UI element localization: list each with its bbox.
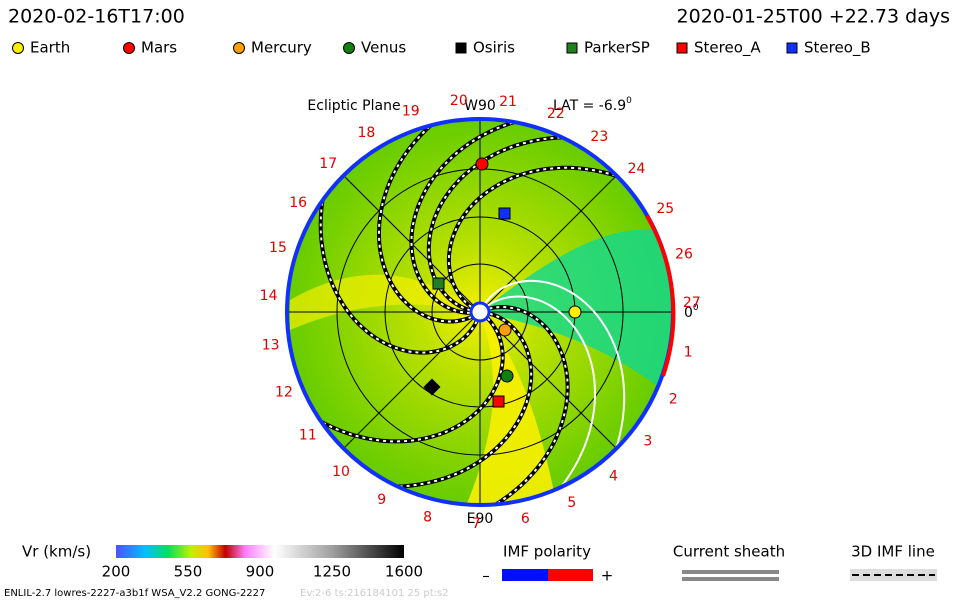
legend-marker <box>12 42 24 54</box>
time: 2020-02-16T17:00 <box>8 6 185 28</box>
longitude-label: 19 <box>402 104 420 120</box>
e90: E90 <box>467 511 494 527</box>
legend-label: Mercury <box>251 39 312 57</box>
legend-marker <box>455 42 467 54</box>
legend-marker <box>233 42 245 54</box>
earth <box>568 305 582 319</box>
zero-text: 0 <box>684 305 693 321</box>
legend-marker <box>676 42 688 54</box>
imf-line-dash <box>410 119 552 314</box>
zero-unit: 0 <box>693 303 699 313</box>
line3d-bg <box>850 569 937 581</box>
longitude-label: 1 <box>684 344 693 360</box>
cbar-tick: 550 <box>174 563 203 581</box>
longitude-label: 22 <box>547 106 565 122</box>
stereo-b <box>498 207 511 220</box>
imf-line-dash <box>359 312 533 488</box>
zero: 00 <box>684 303 699 322</box>
parker <box>432 277 445 290</box>
longitude-label: 15 <box>269 240 287 256</box>
longitude-label: 18 <box>358 125 376 141</box>
imf-neg <box>502 569 548 581</box>
cbar-label: Vr (km/s) <box>22 543 91 561</box>
longitude-label: 20 <box>450 93 468 109</box>
imf-lines <box>288 119 653 505</box>
longitude-label: 14 <box>260 288 278 304</box>
longitude-label: 16 <box>289 195 307 211</box>
w90: W90 <box>464 98 496 114</box>
longitude-label: 6 <box>521 511 530 527</box>
longitude-label: 17 <box>319 156 337 172</box>
plot: Ecliptic Plane W90 LAT = -6.90 E90 00 12… <box>260 93 701 532</box>
longitude-label: 9 <box>377 492 386 508</box>
sheath-b <box>682 577 779 581</box>
sheath-a <box>682 570 779 574</box>
imf-line-dash <box>289 317 504 443</box>
longitude-label: 23 <box>590 129 608 145</box>
cbar-tick: 200 <box>102 563 131 581</box>
sun <box>469 301 491 323</box>
imf-title: IMF polarity <box>503 543 591 561</box>
footer-right: Ev:2-6 ts:216184101 25 pt:s2 <box>300 588 449 599</box>
legend-label: Stereo_B <box>804 39 871 58</box>
longitude-label: 13 <box>262 337 280 353</box>
longitude-label: 4 <box>609 469 618 485</box>
legend-label: ParkerSP <box>584 39 650 57</box>
imf-minus: – <box>482 567 490 585</box>
longitude-label: 26 <box>675 246 693 262</box>
mars <box>475 157 489 171</box>
longitude-label: 2 <box>669 391 678 407</box>
longitude-label: 3 <box>643 434 652 450</box>
longitude-label: 12 <box>275 385 293 401</box>
legend-marker <box>786 42 798 54</box>
longitude-label: 10 <box>332 464 350 480</box>
ring-red <box>645 214 676 377</box>
cbar-tick: 1600 <box>385 563 423 581</box>
legend-marker <box>566 42 578 54</box>
longitude-label: 11 <box>299 428 317 444</box>
run: 2020-01-25T00 +22.73 days <box>677 6 950 28</box>
cbar-tick: 900 <box>246 563 275 581</box>
legend-label: Stereo_A <box>694 39 761 58</box>
sheath-label: Current sheath <box>673 543 785 561</box>
legend-marker <box>123 42 135 54</box>
imf-line-dash <box>378 119 472 323</box>
mercury <box>498 323 512 337</box>
osiris <box>423 378 441 396</box>
colorbar <box>116 545 404 558</box>
cbar-tick: 1250 <box>313 563 351 581</box>
legend-marker <box>343 42 355 54</box>
current-sheath <box>487 295 597 505</box>
stereo-a <box>492 395 505 408</box>
current-sheath <box>484 279 626 485</box>
footer-left: ENLIL-2.7 lowres-2227-a3b1f WSA_V2.2 GON… <box>4 588 265 599</box>
longitude-label: 25 <box>656 201 674 217</box>
longitude-label: 27 <box>683 295 701 311</box>
lat-text: LAT = -6.9 <box>553 98 626 114</box>
imf-line-dash <box>427 136 601 312</box>
legend-label: Earth <box>30 39 70 57</box>
imf-pos <box>548 569 593 581</box>
lat: LAT = -6.90 <box>553 96 632 115</box>
longitude-label: 24 <box>628 161 646 177</box>
legend-label: Venus <box>361 39 406 57</box>
plane: Ecliptic Plane <box>307 98 400 114</box>
imf-line-dash <box>461 305 569 505</box>
longitude-label: 5 <box>567 495 576 511</box>
longitude-label: 7 <box>472 516 481 532</box>
longitude-label: 21 <box>499 94 517 110</box>
imf-line-dash <box>447 166 653 308</box>
longitude-label: 8 <box>423 509 432 525</box>
imf-line-dash <box>319 163 478 354</box>
colorbar-ticks: 200 550 900 1250 1600 <box>102 563 423 581</box>
line3d-label: 3D IMF line <box>851 543 935 561</box>
legend-label: Mars <box>141 39 177 57</box>
lat-unit: 0 <box>626 96 632 106</box>
legend-label: Osiris <box>473 39 515 57</box>
legend: Earth Mars Mercury Venus Osiris ParkerSP Stere… <box>12 39 871 58</box>
imf-plus: + <box>601 567 614 585</box>
venus <box>500 369 514 383</box>
